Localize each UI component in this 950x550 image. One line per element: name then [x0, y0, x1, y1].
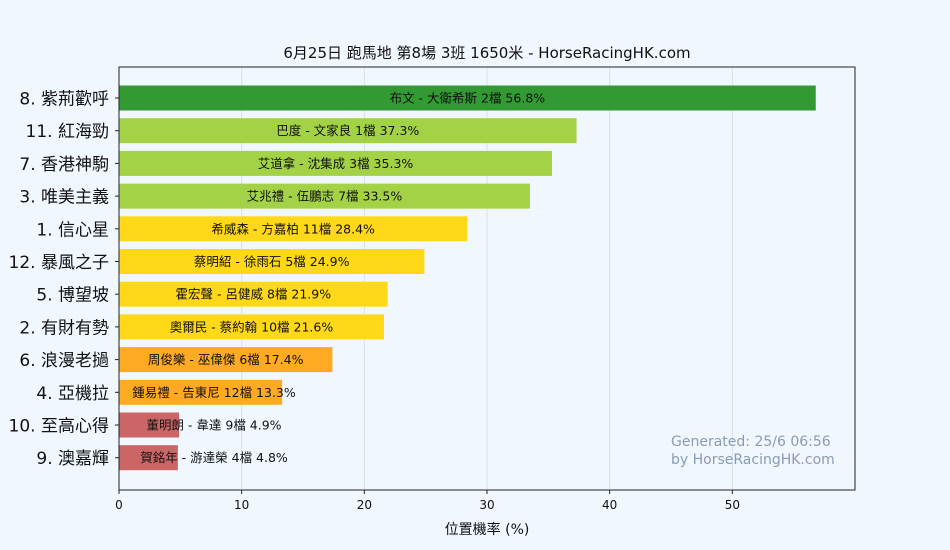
bar: [119, 150, 553, 176]
x-tick-label: 40: [602, 498, 617, 512]
bar: [119, 118, 577, 144]
bar: [119, 85, 816, 111]
y-tick-label: 10. 至高心得: [9, 417, 109, 437]
y-tick-label: 1. 信心星: [36, 220, 109, 240]
watermark-line: Generated: 25/6 06:56: [671, 434, 831, 450]
data-label: 蔡明紹 - 徐雨石 5檔 24.9%: [194, 254, 350, 269]
y-tick-label: 7. 香港神駒: [19, 155, 109, 175]
y-tick-label: 6. 浪漫老撾: [19, 351, 109, 371]
y-tick-label: 2. 有財有勢: [19, 318, 109, 338]
bar: [119, 216, 468, 242]
x-tick-label: 0: [115, 498, 123, 512]
bar: [119, 347, 333, 373]
y-tick-label: 9. 澳嘉輝: [36, 449, 109, 469]
data-label: 周俊樂 - 巫偉傑 6檔 17.4%: [148, 352, 304, 367]
data-label: 鍾易禮 - 告東尼 12檔 13.3%: [132, 385, 296, 400]
x-tick-label: 10: [234, 498, 249, 512]
data-label: 巴度 - 文家良 1檔 37.3%: [276, 123, 419, 138]
x-axis-label: 位置機率 (%): [445, 521, 530, 538]
data-label: 希威森 - 方嘉柏 11檔 28.4%: [211, 221, 375, 236]
y-tick-label: 3. 唯美主義: [19, 188, 109, 208]
bar: [119, 445, 178, 471]
chart-title: 6月25日 跑馬地 第8場 3班 1650米 - HorseRacingHK.c…: [283, 44, 690, 62]
data-label: 董明朗 - 韋達 9檔 4.9%: [146, 418, 281, 433]
y-tick-label: 8. 紫荊歡呼: [19, 90, 109, 110]
data-label: 霍宏聲 - 呂健威 8檔 21.9%: [176, 287, 332, 302]
data-label: 艾道拿 - 沈集成 3檔 35.3%: [258, 156, 414, 171]
bar: [119, 379, 283, 405]
bar: [119, 412, 180, 438]
bar: [119, 314, 384, 340]
x-tick-label: 50: [725, 498, 740, 512]
y-tick-label: 11. 紅海勁: [26, 122, 109, 142]
watermark-line: by HorseRacingHK.com: [671, 452, 835, 468]
x-tick-label: 30: [479, 498, 494, 512]
bar: [119, 183, 530, 209]
bar: [119, 249, 425, 274]
y-tick-label: 12. 暴風之子: [9, 253, 109, 273]
y-tick-label: 5. 博望坡: [36, 286, 109, 306]
data-label: 布文 - 大衛希斯 2檔 56.8%: [390, 91, 546, 106]
x-tick-label: 20: [357, 498, 372, 512]
data-label: 賀銘年 - 游達榮 4檔 4.8%: [140, 450, 288, 465]
y-tick-label: 4. 亞機拉: [36, 384, 109, 404]
data-label: 奧爾民 - 蔡約翰 10檔 21.6%: [170, 319, 334, 334]
data-label: 艾兆禮 - 伍鵬志 7檔 33.5%: [247, 189, 403, 204]
bar: [119, 281, 388, 307]
